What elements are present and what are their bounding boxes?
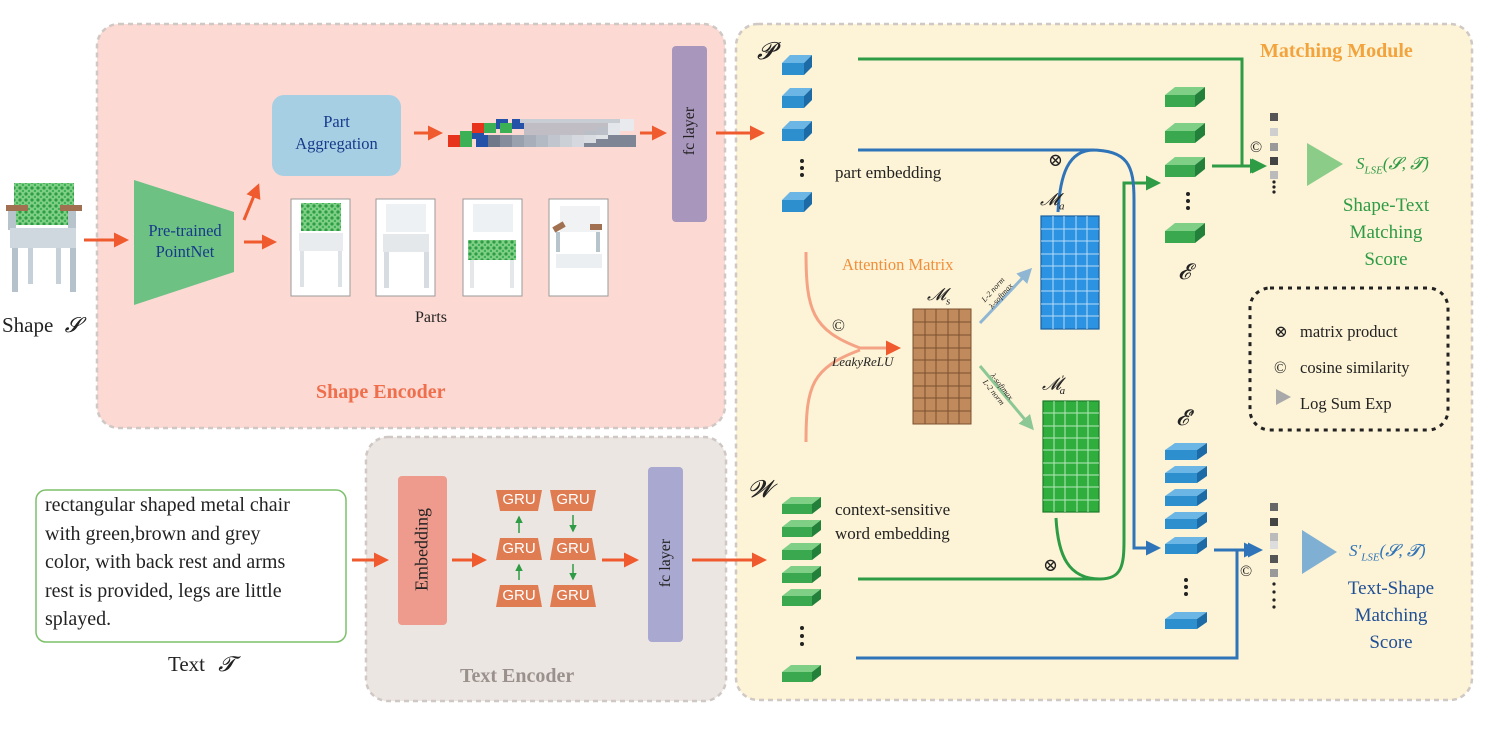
parts-label: Parts bbox=[415, 309, 447, 326]
lse-triangle-top bbox=[1307, 143, 1343, 186]
legend: ⊗matrix product ©cosine similarity ▶Log … bbox=[1274, 314, 1410, 422]
gru-label: GRU bbox=[502, 540, 536, 557]
part-aggregation-block bbox=[272, 95, 401, 176]
gru-label: GRU bbox=[556, 540, 590, 557]
shape-fc-layer bbox=[672, 46, 707, 222]
lse-triangle-bottom bbox=[1302, 530, 1337, 574]
legend-item: © cosine similarity bbox=[1274, 350, 1410, 386]
E-prime-symbol: 𝓔′ bbox=[1176, 405, 1194, 430]
matrix-product-icon: ⊗ bbox=[1274, 322, 1288, 341]
text-fc-label: fc layer bbox=[657, 538, 674, 588]
word-embedding-label: context-sensitive word embedding bbox=[835, 500, 951, 543]
cosine-symbol: © bbox=[832, 316, 845, 335]
legend-item: ▶Log Sum Exp bbox=[1274, 386, 1410, 422]
word-embedding-blocks bbox=[782, 497, 821, 682]
Ma-prime-matrix bbox=[1042, 400, 1100, 513]
E-blocks bbox=[1165, 87, 1205, 243]
shape-encoder-title: Shape Encoder bbox=[316, 381, 446, 403]
log-sum-exp-icon: ▶ bbox=[1274, 386, 1300, 422]
gru-label: GRU bbox=[556, 587, 590, 604]
text-input-box bbox=[35, 489, 347, 643]
score-top-formula: SLSE(𝓢, 𝓣) bbox=[1356, 154, 1429, 177]
matching-module-title: Matching Module bbox=[1260, 40, 1413, 62]
embedding-block bbox=[398, 476, 447, 625]
leakyrelu-label: LeakyReLU bbox=[832, 354, 894, 369]
shape-fc-label: fc layer bbox=[681, 106, 698, 156]
Ms-label: 𝓜s bbox=[927, 285, 951, 308]
Ma-label: 𝓜a bbox=[1040, 190, 1065, 213]
legend-item: ⊗ matrix product bbox=[1274, 314, 1410, 350]
pointnet-label: Pre-trained PointNet bbox=[148, 221, 222, 261]
score-vector-bottom bbox=[1270, 503, 1278, 609]
text-fc-layer bbox=[648, 467, 683, 642]
text-symbol: 𝓣 bbox=[218, 652, 235, 676]
score-vector-top bbox=[1270, 113, 1278, 194]
chair-image bbox=[6, 183, 82, 292]
attention-matrix-label: Attention Matrix bbox=[842, 255, 954, 274]
Ma-prime-label: 𝓜′a bbox=[1042, 372, 1066, 398]
P-symbol: 𝓟 bbox=[757, 39, 775, 65]
matching-module-panel bbox=[734, 22, 1474, 702]
cosine-similarity-icon: © bbox=[1274, 358, 1287, 377]
cosine-symbol: © bbox=[1250, 139, 1263, 156]
part-thumbnails bbox=[290, 198, 609, 297]
score-bottom-formula: S′LSE(𝓢, 𝓣) bbox=[1349, 541, 1426, 564]
text-input-content: rectangular shaped metal chair with gree… bbox=[45, 494, 290, 630]
shape-text-score-label: Shape-Text Matching Score bbox=[1342, 195, 1430, 270]
attention-curve-top bbox=[804, 251, 901, 356]
part-aggregation-label: Part Aggregation bbox=[295, 112, 378, 153]
cosine-symbol: © bbox=[1240, 563, 1253, 580]
embedding-label: Embedding bbox=[411, 508, 432, 591]
Ms-matrix bbox=[912, 308, 972, 425]
gru-label: GRU bbox=[502, 491, 536, 508]
text-shape-score-label: Text-Shape Matching Score bbox=[1347, 578, 1435, 653]
matrix-product-symbol: ⊗ bbox=[1048, 150, 1064, 170]
text-label: Text 𝓣 bbox=[168, 652, 235, 676]
gru-label: GRU bbox=[556, 491, 590, 508]
aggregated-features bbox=[448, 119, 636, 147]
W-symbol: 𝓦 bbox=[748, 477, 774, 503]
text-encoder-panel bbox=[364, 435, 728, 703]
Ma-matrix bbox=[1040, 215, 1100, 330]
text-encoder-title: Text Encoder bbox=[460, 665, 575, 687]
shape-label: Shape 𝓢 bbox=[2, 313, 81, 337]
attention-curve-bottom bbox=[804, 348, 861, 443]
matrix-product-symbol: ⊗ bbox=[1043, 555, 1059, 575]
pointnet-block bbox=[134, 180, 234, 305]
gru-label: GRU bbox=[502, 587, 536, 604]
E-prime-blocks bbox=[1165, 443, 1207, 629]
part-embedding-blocks bbox=[782, 55, 812, 212]
shape-symbol: 𝓢 bbox=[64, 313, 81, 337]
gru-grid bbox=[496, 490, 596, 607]
part-embedding-label: part embedding bbox=[835, 163, 942, 182]
E-symbol: 𝓔 bbox=[1178, 259, 1191, 284]
